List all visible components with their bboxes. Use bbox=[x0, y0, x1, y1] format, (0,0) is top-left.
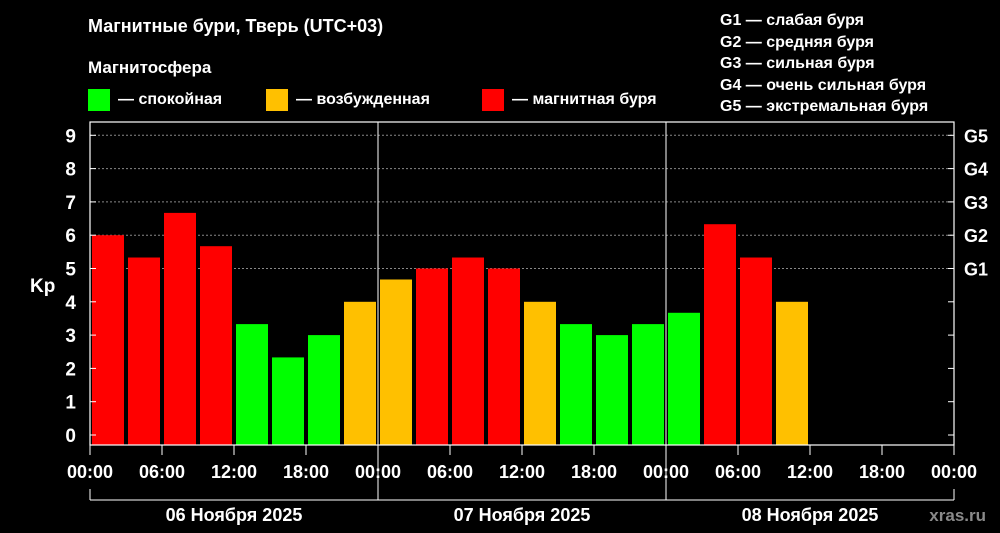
xtick-label-3: 18:00 bbox=[283, 462, 329, 482]
g-scale-g4: G4 — очень сильная буря bbox=[720, 76, 927, 94]
kp-bar-6 bbox=[308, 335, 340, 445]
kp-bar-16 bbox=[668, 312, 700, 445]
g-scale-g5: G5 — экстремальная буря bbox=[720, 98, 929, 115]
xtick-label-1: 06:00 bbox=[139, 462, 185, 482]
xtick-label-2: 12:00 bbox=[211, 462, 257, 482]
legend-swatch-quiet bbox=[88, 89, 110, 111]
legend-item-quiet: — спокойная bbox=[88, 89, 222, 111]
g-scale-g3: G3 — сильная буря bbox=[720, 55, 875, 72]
xtick-label-8: 00:00 bbox=[643, 462, 689, 482]
legend-label-quiet: — спокойная bbox=[118, 91, 223, 108]
g-tick-label-g5: G5 bbox=[964, 126, 988, 146]
kp-bar-7 bbox=[344, 301, 376, 445]
legend-swatch-active bbox=[266, 89, 288, 111]
g-scale-g2: G2 — средняя буря bbox=[720, 33, 874, 51]
legend-swatch-storm bbox=[482, 89, 504, 111]
kp-bar-10 bbox=[452, 257, 484, 445]
legend-title: Магнитосфера bbox=[88, 58, 212, 77]
kp-bar-8 bbox=[380, 279, 412, 445]
chart-title: Магнитные бури, Тверь (UTC+03) bbox=[88, 16, 384, 36]
ytick-label-4: 4 bbox=[65, 293, 76, 314]
kp-bar-0 bbox=[92, 235, 124, 445]
ytick-label-9: 9 bbox=[65, 126, 76, 147]
kp-bar-11 bbox=[488, 268, 520, 445]
day-label-2: 08 Ноября 2025 bbox=[742, 505, 879, 525]
legend-item-storm: — магнитная буря bbox=[482, 89, 657, 111]
day-label-0: 06 Ноября 2025 bbox=[166, 505, 303, 525]
kp-bar-18 bbox=[740, 257, 772, 445]
ytick-label-3: 3 bbox=[65, 326, 76, 347]
watermark: xras.ru bbox=[929, 506, 986, 525]
xtick-label-10: 12:00 bbox=[787, 462, 833, 482]
kp-bar-13 bbox=[560, 324, 592, 445]
kp-bar-15 bbox=[632, 324, 664, 445]
xtick-label-4: 00:00 bbox=[355, 462, 401, 482]
kp-bar-1 bbox=[128, 257, 160, 445]
xtick-label-12: 00:00 bbox=[931, 462, 977, 482]
xtick-label-5: 06:00 bbox=[427, 462, 473, 482]
ytick-label-8: 8 bbox=[65, 160, 76, 181]
day-label-1: 07 Ноября 2025 bbox=[454, 505, 591, 525]
g-tick-label-g1: G1 bbox=[964, 260, 988, 280]
g-scale-g1: G1 — слабая буря bbox=[720, 12, 865, 29]
xtick-label-9: 06:00 bbox=[715, 462, 761, 482]
kp-bar-4 bbox=[236, 324, 268, 445]
kp-bar-19 bbox=[776, 301, 808, 445]
xtick-label-11: 18:00 bbox=[859, 462, 905, 482]
ytick-label-6: 6 bbox=[65, 226, 76, 247]
xtick-label-0: 00:00 bbox=[67, 462, 113, 482]
ytick-label-5: 5 bbox=[65, 260, 76, 281]
kp-bar-12 bbox=[524, 301, 556, 445]
kp-bar-14 bbox=[596, 335, 628, 445]
xtick-label-7: 18:00 bbox=[571, 462, 617, 482]
kp-bar-9 bbox=[416, 268, 448, 445]
g-tick-label-g2: G2 bbox=[964, 226, 988, 246]
kp-bar-17 bbox=[704, 224, 736, 445]
legend-label-storm: — магнитная буря bbox=[512, 91, 657, 108]
ytick-label-2: 2 bbox=[65, 359, 76, 380]
legend-item-active: — возбужденная bbox=[266, 89, 430, 111]
ytick-label-7: 7 bbox=[65, 193, 76, 214]
kp-bar-3 bbox=[200, 246, 232, 445]
y-axis-label: Kp bbox=[30, 276, 55, 297]
xtick-label-6: 12:00 bbox=[499, 462, 545, 482]
ytick-label-1: 1 bbox=[65, 393, 76, 414]
kp-bar-5 bbox=[272, 357, 304, 445]
ytick-label-0: 0 bbox=[65, 426, 76, 447]
g-scale-legend: G1 — слабая буря G2 — средняя буря G3 — … bbox=[720, 10, 928, 118]
kp-bar-2 bbox=[164, 212, 196, 445]
g-tick-label-g3: G3 bbox=[964, 193, 988, 213]
legend-label-active: — возбужденная bbox=[296, 91, 430, 108]
g-tick-label-g4: G4 bbox=[964, 160, 988, 180]
